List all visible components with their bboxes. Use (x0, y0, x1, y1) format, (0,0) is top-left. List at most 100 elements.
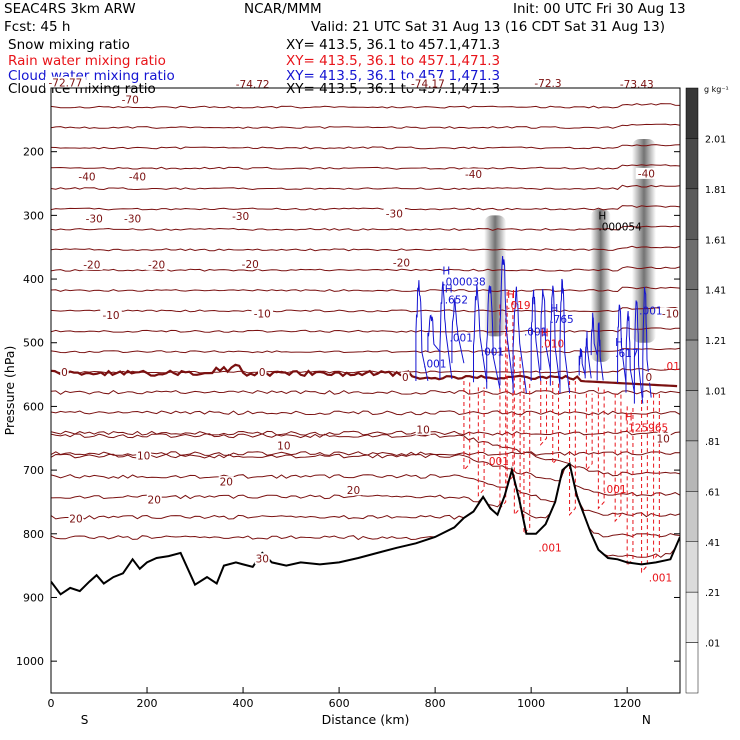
contour-label-bg (83, 213, 105, 225)
model-title: SEAC4RS 3km ARW (4, 1, 136, 17)
freezing-level-contour (51, 363, 678, 388)
cloud-water-contour (549, 285, 561, 386)
colorbar-bin (685, 339, 699, 391)
colorbar-bin (685, 390, 699, 442)
temperature-contour-label: -72.77 (48, 77, 82, 89)
contour-label-bg (44, 76, 86, 88)
rain-water-contour (506, 291, 514, 485)
cloud-water-contour (642, 286, 652, 398)
colorbar-label: 1.41 (705, 286, 726, 297)
contour-label-bg (462, 168, 485, 180)
colorbar-bin (685, 440, 699, 492)
contour-label-bg (136, 450, 152, 462)
y-tick-label: 200 (23, 146, 44, 159)
temperature-contour-label: -73.43 (620, 79, 654, 91)
temperature-contour (51, 103, 680, 109)
contour-label-bg (76, 171, 98, 183)
temperature-contour-label: -30 (232, 211, 249, 223)
temperature-contour (51, 205, 680, 211)
temperature-contour-label: -40 (78, 172, 95, 184)
temperature-contour (51, 306, 680, 313)
temperature-contour (51, 225, 680, 231)
contour-label-bg (60, 366, 69, 378)
contour-label-bg (635, 167, 658, 179)
rain-water-label: H .010 (541, 327, 564, 350)
x-tick-label: 600 (329, 697, 350, 710)
rain-water-contour (477, 387, 485, 497)
temperature-contour-label: -10 (102, 310, 119, 322)
temperature-contour (51, 184, 680, 191)
temperature-contour-label: 20 (69, 514, 82, 526)
cloud-water-contour (415, 280, 429, 382)
contour-label-bg (644, 371, 654, 383)
rain-water-contour (653, 393, 660, 561)
snow-field-label: Snow mixing ratio (8, 37, 130, 53)
y-tick-label: 700 (23, 464, 44, 477)
contour-label-bg (121, 213, 144, 225)
temperature-contour (51, 327, 680, 333)
colorbar-bin (685, 491, 699, 543)
colorbar-bin (685, 188, 699, 240)
colorbar-label: .01 (705, 639, 720, 650)
init-time: Init: 00 UTC Fri 30 Aug 13 (513, 1, 686, 17)
cloud-water-contour (512, 286, 527, 394)
cloud-water-contour (596, 322, 604, 381)
contour-label-bg (218, 476, 234, 488)
temperature-contour-label: -10 (254, 308, 271, 320)
temperature-contour (51, 286, 680, 293)
temperature-contour-label: 0 (259, 367, 266, 379)
temperature-contour (51, 164, 680, 170)
contour-label-bg (232, 78, 274, 90)
contour-label-bg (68, 513, 84, 525)
colorbar-label: .21 (705, 588, 720, 599)
rain-water-label: .001 (486, 456, 509, 468)
temperature-contour-label: 10 (657, 433, 670, 445)
temperature-contour-label: -20 (148, 259, 165, 271)
cloud-water-contour (530, 289, 542, 382)
temperature-contour-label: -40 (129, 172, 146, 184)
temperature-contour-label: -72.3 (534, 78, 561, 90)
cloud-water-label: .001 (639, 306, 662, 318)
contour-label-bg (415, 423, 431, 435)
temperature-contour-label: -30 (124, 214, 141, 226)
colorbar-label: 1.81 (705, 185, 726, 196)
cloud-water-contour (625, 310, 635, 393)
cloud-water-contour (633, 300, 644, 404)
temperature-contour (51, 389, 680, 395)
temperature-contour-label: 20 (148, 494, 161, 506)
temperature-contour (51, 462, 680, 565)
x-tick-label: 0 (48, 697, 55, 710)
x-end-label-north: N (642, 713, 651, 727)
rain-water-contour (463, 380, 471, 472)
contour-label-bg (401, 371, 410, 383)
cloud-water-contour (578, 348, 586, 376)
temperature-contour-label: -20 (83, 259, 100, 271)
temperature-contour-label: 20 (220, 477, 233, 489)
temperature-contour-label: 0 (645, 372, 652, 384)
cloud-water-contour (540, 289, 551, 371)
rain-field-label: Rain water mixing ratio (8, 53, 166, 69)
colorbar-label: .41 (705, 538, 720, 549)
contour-label-bg (239, 258, 262, 270)
contour-label-bg (100, 309, 122, 321)
temperature-contour (51, 430, 680, 436)
temperature-contour (51, 347, 680, 354)
rain-water-contour (641, 400, 648, 574)
y-tick-label: 1000 (16, 655, 44, 668)
rain-field-xy: XY= 413.5, 36.1 to 457.1,471.3 (286, 53, 501, 69)
x-tick-label: 1200 (613, 697, 641, 710)
cloud-water-label: .001 (524, 327, 547, 339)
plot-frame (50, 87, 681, 694)
temperature-contour (51, 410, 680, 416)
rain-water-contour (513, 355, 521, 516)
snow-max-label: H .000054 (598, 211, 642, 234)
colorbar-unit: g kg⁻¹ (704, 85, 729, 94)
contour-label-bg (345, 484, 361, 496)
contour-label-bg (229, 210, 252, 222)
y-tick-label: 900 (23, 591, 44, 604)
temperature-contour (51, 245, 680, 252)
temperature-contour-label: -70 (122, 95, 139, 107)
rain-water-contour (569, 380, 576, 516)
cloud-water-label: .001 (450, 332, 473, 344)
temperature-contour (51, 144, 680, 150)
